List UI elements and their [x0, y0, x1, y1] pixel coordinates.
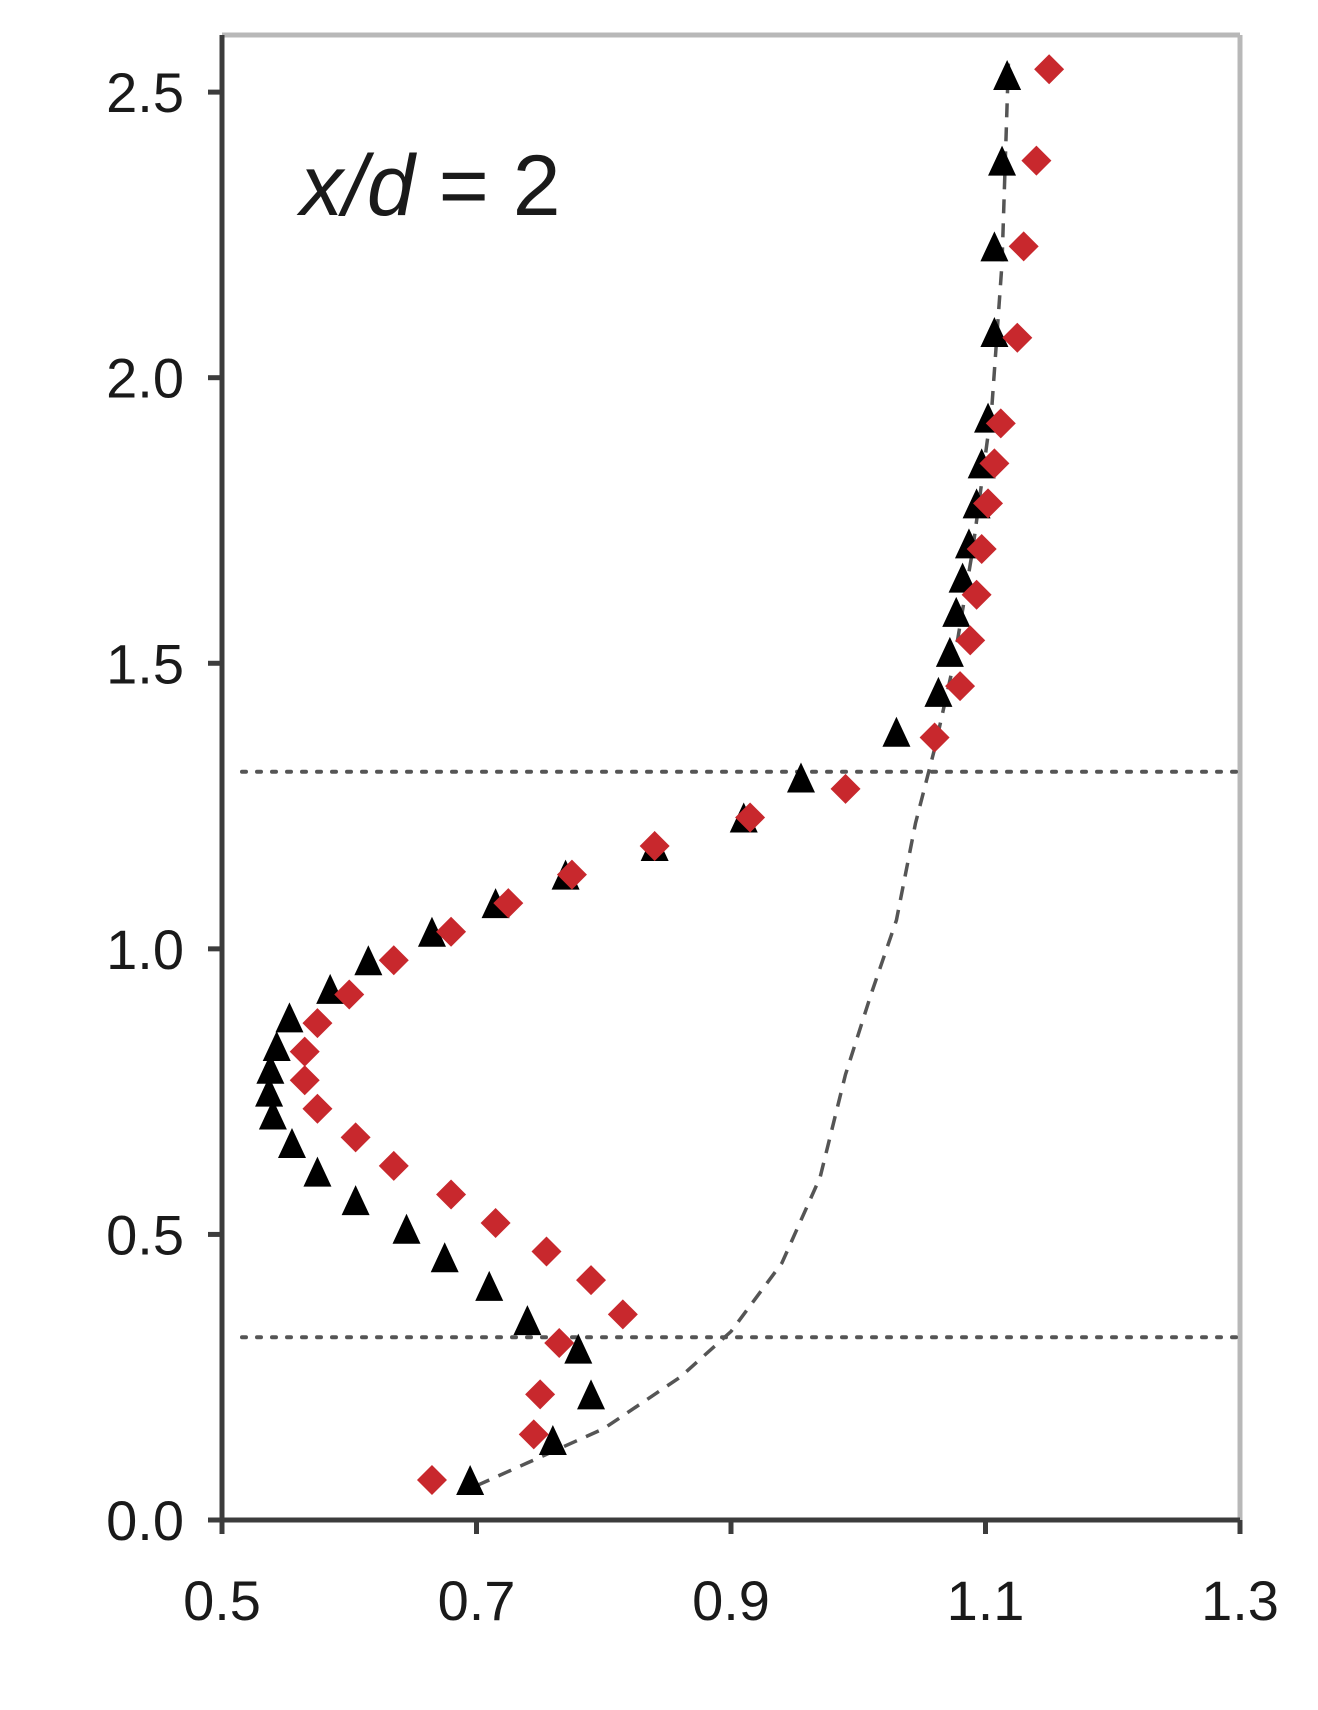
- triangle-point: [417, 916, 446, 947]
- triangle-point: [513, 1305, 542, 1336]
- diamond-point: [480, 1208, 511, 1238]
- diamond-point: [531, 1236, 562, 1267]
- y-tick-label: 2.5: [106, 61, 184, 124]
- triangle-point: [475, 1270, 504, 1301]
- triangle-point: [993, 59, 1022, 90]
- diamond-point: [302, 1093, 333, 1124]
- diamond-point: [334, 979, 365, 1010]
- y-tick-label: 2.0: [106, 347, 184, 410]
- diamond-point: [735, 802, 766, 833]
- x-tick-label: 1.1: [947, 1569, 1025, 1632]
- x-tick-label: 0.5: [183, 1569, 261, 1632]
- triangle-point: [980, 317, 1009, 347]
- triangle-point: [924, 676, 953, 707]
- diamond-point: [1021, 145, 1052, 176]
- diamond-point: [525, 1379, 556, 1410]
- annotation-value: = 2: [415, 138, 561, 234]
- triangle-point: [256, 1053, 285, 1084]
- diamond-point: [639, 831, 670, 862]
- diamond-point: [493, 888, 524, 919]
- y-tick-label: 1.5: [106, 632, 184, 695]
- triangle-point: [577, 1379, 606, 1410]
- diamond-point: [979, 448, 1010, 479]
- triangle-point: [430, 1242, 459, 1273]
- diamond-point: [955, 625, 986, 656]
- triangle-point: [258, 1099, 287, 1130]
- diamond-point: [436, 916, 467, 947]
- y-tick-label: 0.5: [106, 1203, 184, 1266]
- triangle-point: [988, 145, 1017, 176]
- diamond-point: [945, 671, 976, 702]
- diamond-point: [985, 408, 1016, 439]
- diamond-point: [416, 1465, 447, 1496]
- diamond-point: [966, 534, 997, 565]
- diamond-point: [544, 1327, 575, 1358]
- diamond-point: [961, 579, 992, 610]
- diamond-point: [1008, 231, 1039, 262]
- dashed-curve-line: [475, 63, 1011, 1488]
- diamond-point: [607, 1299, 638, 1330]
- diamond-point: [289, 1036, 320, 1067]
- y-tick-label: 0.0: [106, 1489, 184, 1552]
- diamond-point: [289, 1065, 320, 1096]
- diamond-point: [1002, 322, 1033, 353]
- triangle-point: [786, 762, 815, 793]
- triangle-point: [935, 636, 964, 667]
- triangle-point: [980, 231, 1009, 262]
- triangle-point: [255, 1076, 284, 1107]
- diamond-point: [973, 488, 1004, 519]
- y-tick-label: 1.0: [106, 918, 184, 981]
- triangle-point: [942, 596, 971, 627]
- triangle-point: [341, 1185, 370, 1216]
- diamond-point: [436, 1179, 467, 1210]
- x-tick-label: 0.9: [692, 1569, 770, 1632]
- x-tick-label: 1.3: [1201, 1569, 1279, 1632]
- annotation-label: x/d = 2: [296, 138, 561, 234]
- diamond-point: [518, 1419, 549, 1450]
- triangle-point: [392, 1213, 421, 1244]
- diamond-point: [556, 859, 587, 890]
- triangle-point: [882, 716, 911, 747]
- diamond-point: [576, 1265, 607, 1296]
- diamond-point: [919, 722, 950, 753]
- triangle-point: [275, 1002, 304, 1033]
- diamond-point: [340, 1122, 371, 1153]
- triangle-point: [948, 562, 977, 593]
- diamond-point: [378, 1150, 409, 1181]
- triangle-point: [354, 945, 383, 976]
- triangle-point: [303, 1156, 332, 1187]
- annotation-variable: x/d: [296, 138, 418, 234]
- triangle-point: [262, 1030, 291, 1061]
- diamond-point: [830, 773, 861, 804]
- triangle-point: [456, 1465, 485, 1496]
- triangle-point: [564, 1333, 593, 1364]
- diamond-point: [378, 945, 409, 976]
- diamond-point: [302, 1008, 333, 1039]
- triangle-point: [277, 1128, 306, 1159]
- diamond-point: [1034, 54, 1065, 85]
- x-tick-label: 0.7: [438, 1569, 516, 1632]
- triangle-point: [538, 1425, 567, 1456]
